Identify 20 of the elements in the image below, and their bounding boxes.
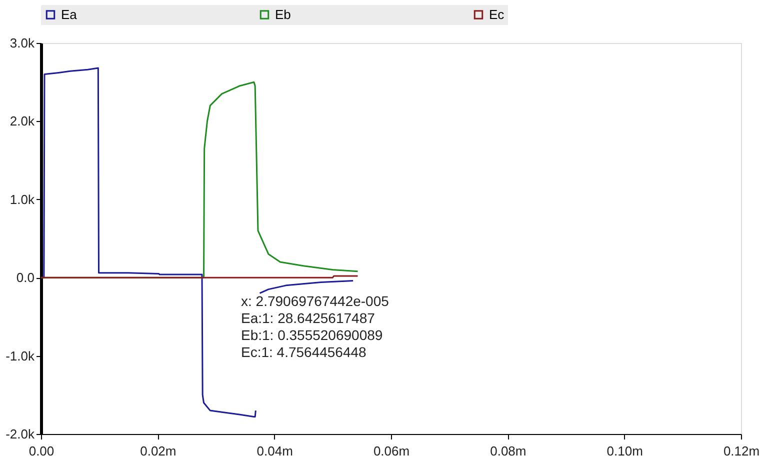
annotation: x: 2.79069767442e-005 — [241, 293, 390, 309]
y-tick-label: 3.0k — [10, 36, 35, 50]
legend-label: Ea — [61, 6, 78, 22]
y-tick-label: -2.0k — [6, 426, 35, 442]
annotation: Eb:1: 0.355520690089 — [241, 327, 383, 343]
y-tick-label: -1.0k — [6, 348, 35, 364]
annotation: Ec:1: 4.7564456448 — [241, 344, 367, 360]
x-tick-label: 0.04m — [256, 444, 293, 458]
y-tick-label: 0.0 — [16, 270, 34, 286]
legend-label: Ec — [489, 6, 505, 22]
y-tick-label: 2.0k — [10, 114, 35, 129]
x-tick-label: 0.12m — [723, 444, 760, 458]
x-tick-label: 0.06m — [373, 444, 410, 458]
legend-label: Eb — [275, 6, 291, 22]
annotation: Ea:1: 28.6425617487 — [241, 310, 376, 326]
x-tick-label: 0.00 — [28, 444, 54, 458]
y-tick-label: 1.0k — [10, 192, 35, 207]
x-tick-label: 0.08m — [490, 444, 526, 458]
x-tick-label: 0.10m — [606, 444, 643, 458]
x-tick-label: 0.02m — [140, 444, 176, 458]
